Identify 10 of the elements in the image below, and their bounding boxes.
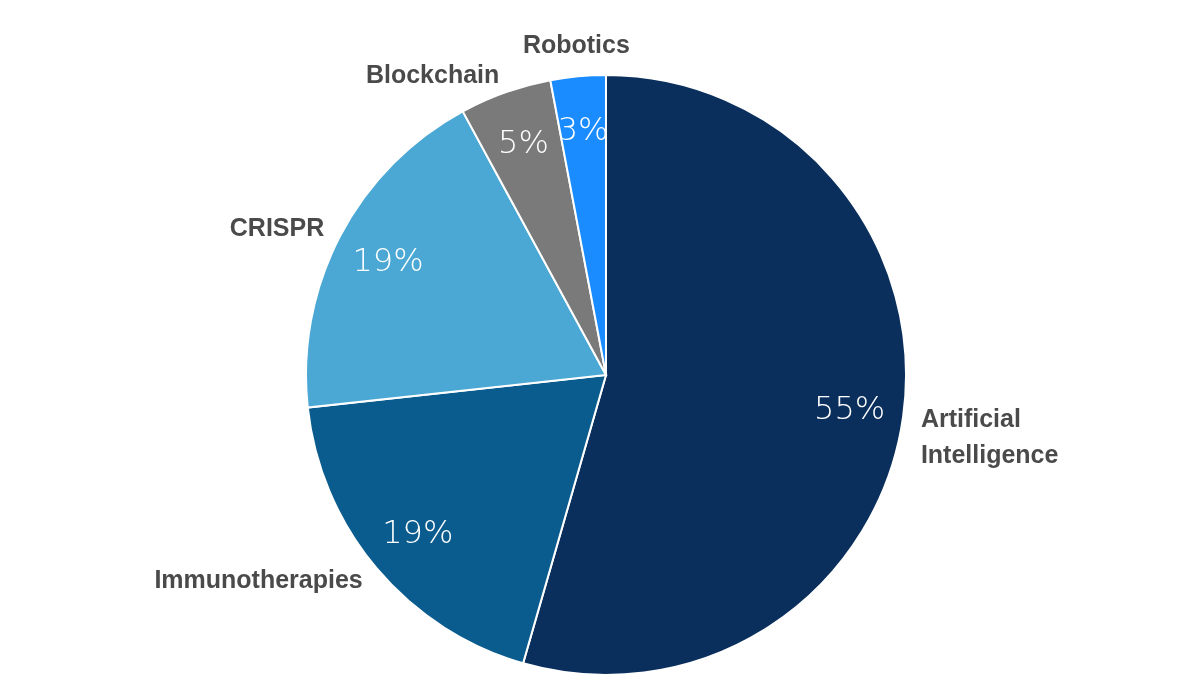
slice-label: Artificial Intelligence	[920, 404, 1059, 469]
data-label: 19%	[352, 240, 424, 279]
slice-label: Blockchain	[365, 60, 500, 89]
data-label: 19%	[382, 513, 454, 552]
slice-label: CRISPR	[229, 212, 325, 241]
data-label: 3%	[557, 110, 609, 149]
data-label: 55%	[814, 389, 886, 428]
slice-label: Immunotherapies	[154, 564, 363, 593]
slice-label: Robotics	[522, 30, 630, 59]
data-label: 5%	[498, 123, 549, 162]
